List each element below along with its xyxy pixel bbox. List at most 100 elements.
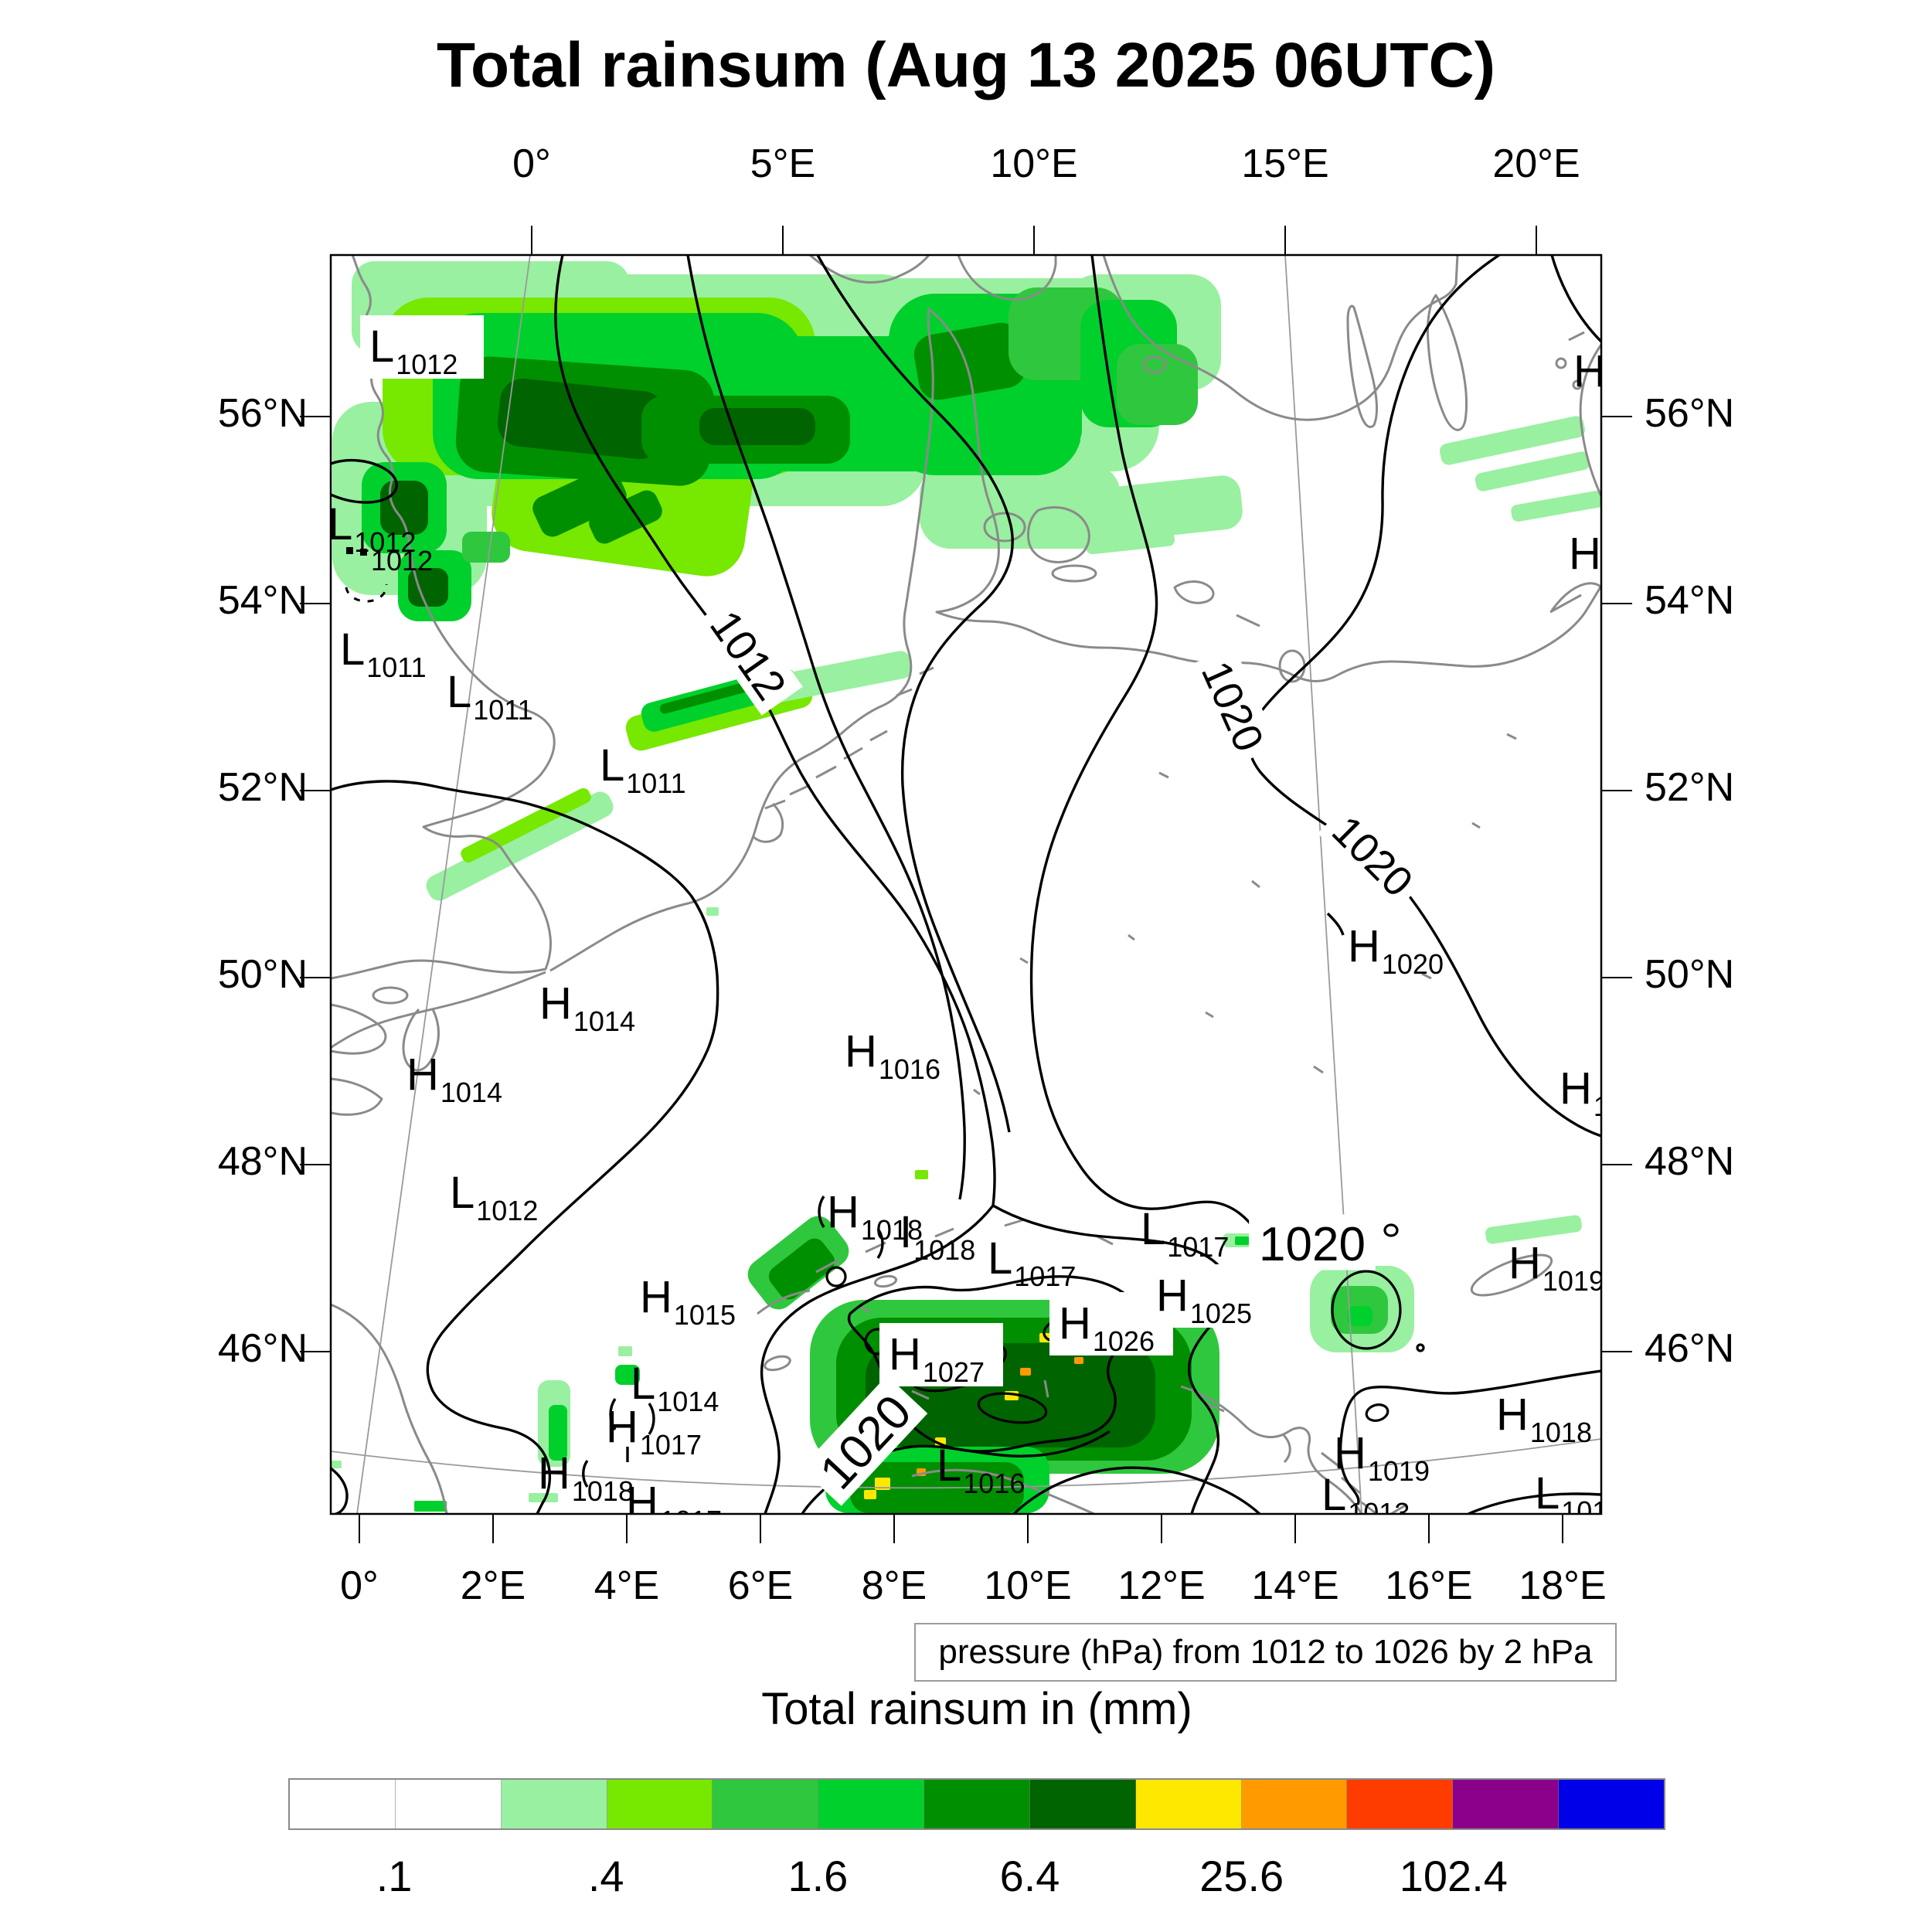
coastline (331, 1003, 387, 1055)
isobar-contour-loop (977, 1392, 1048, 1424)
rain-area (864, 1490, 876, 1499)
colorbar-cell (290, 1780, 396, 1828)
rain-area (497, 378, 666, 460)
pressure-marker-text: L1012 (328, 499, 416, 558)
colorbar-cell (713, 1780, 819, 1828)
rain-area (915, 1170, 928, 1179)
pressure-marker-L-1012: L1012 (450, 1168, 538, 1226)
pressure-marker-text: H1025 (1156, 1270, 1252, 1329)
rain-area (414, 1501, 447, 1512)
coastline (911, 1468, 1095, 1514)
rain-area (765, 651, 912, 703)
bottom-axis-label: 14°E (1251, 1563, 1339, 1608)
right-axis-label: 56°N (1645, 391, 1735, 436)
bottom-axis-label: 18°E (1519, 1563, 1607, 1608)
pressure-marker-I-1018: I1018 (900, 1207, 975, 1266)
pressure-marker-H-1017: H1017 (626, 1478, 722, 1536)
isobar-label-bg (801, 1375, 928, 1506)
rain-area (659, 681, 754, 714)
top-axis-label: 20°E (1492, 141, 1580, 186)
pressure-marker-text: H1016 (845, 1026, 940, 1085)
isobar-contour-loop (1416, 1343, 1425, 1352)
coastline (1142, 355, 1167, 374)
colorbar-cell (1029, 1780, 1136, 1828)
pressure-marker-bg (1147, 1264, 1270, 1328)
rain-area (1348, 1306, 1372, 1326)
pressure-marker-H-1014: H1014 (539, 978, 635, 1037)
pressure-marker-H-1027: H1027 (879, 1323, 1003, 1388)
pressure-marker-L-1011: L1011 (447, 667, 533, 726)
coastline (1102, 255, 1459, 421)
graticule-line (356, 255, 531, 1514)
rain-area (706, 907, 719, 916)
pressure-marker-text: H (1569, 529, 1601, 579)
pressure-marker-text: H1027 (889, 1329, 985, 1388)
coastline (372, 986, 409, 1005)
isobar-contour (1012, 1466, 1261, 1514)
isobar-contour (331, 1467, 349, 1514)
pressure-marker-bg (879, 1323, 1003, 1386)
rain-area (1106, 475, 1243, 540)
pressure-marker-text: L1012 (450, 1168, 538, 1226)
pressure-marker-text: H1018 (538, 1448, 634, 1507)
coastline (957, 255, 1057, 301)
rain-area (549, 1405, 567, 1461)
left-axis-label: 46°N (217, 1326, 308, 1371)
rain-area (699, 408, 815, 445)
pressure-marker-L-1012: L1012 (328, 499, 416, 558)
pressure-marker-L-1017: L1017 (988, 1233, 1076, 1292)
graticule-line (331, 1438, 1601, 1489)
pressure-marker-text: H1017 (626, 1478, 722, 1536)
rain-area (1080, 429, 1150, 460)
colorbar-cell (1347, 1780, 1454, 1828)
colorbar-cell (607, 1780, 713, 1828)
isobar-label: 1020 (1249, 1214, 1376, 1271)
coastline (1346, 304, 1379, 428)
pressure-marker-text: H1014 (539, 978, 635, 1037)
left-axis-label: 50°N (217, 952, 308, 997)
rain-area (532, 467, 627, 537)
top-axis-label: 5°E (750, 141, 816, 186)
isobar-contour (1029, 255, 1258, 1233)
coastline (549, 308, 1601, 972)
isobar-contour-loop (1383, 1223, 1399, 1237)
bottom-axis-label: 8°E (861, 1563, 927, 1608)
colorbar-cell (1453, 1780, 1560, 1828)
pressure-marker-txt-1012: 1012 (346, 545, 433, 577)
isobar-contour (582, 1398, 655, 1488)
pressure-marker-text: L1013 (1321, 1470, 1410, 1529)
rain-area (331, 1461, 342, 1468)
top-axis-label: 15°E (1241, 141, 1329, 186)
colorbar-cell (395, 1780, 502, 1828)
isobar-contour (554, 255, 996, 1206)
coastline (1579, 344, 1601, 497)
pressure-marker-text: H (1573, 346, 1606, 396)
bottom-axis-label: 4°E (594, 1563, 660, 1608)
pressure-marker-L-1011: L1011 (600, 740, 686, 799)
pressure-marker-text: L1011 (340, 624, 427, 683)
colorbar-cell (924, 1780, 1030, 1828)
colorbar (288, 1778, 1665, 1830)
rain-area (618, 1346, 632, 1356)
rain-area (1074, 1357, 1083, 1364)
map-frame (329, 253, 1603, 1515)
rain-area (875, 1478, 890, 1490)
pressure-marker-text: L1014 (631, 1359, 719, 1417)
left-axis-label: 52°N (217, 765, 308, 810)
isobar-contour (1326, 912, 1345, 936)
pressure-marker-text: 1012 (371, 545, 433, 577)
pressure-marker-text: L1017 (1535, 1468, 1623, 1527)
coastline (751, 802, 784, 843)
isobar-contour (1247, 255, 1601, 1138)
rain-area (1511, 491, 1601, 522)
isobar-contour (331, 780, 719, 1514)
rain-area (1440, 416, 1585, 465)
bottom-axis-label: 6°E (727, 1563, 794, 1608)
coastline (1051, 564, 1097, 583)
pressure-marker-text: L1017 (988, 1233, 1076, 1292)
colorbar-cell (1241, 1780, 1348, 1828)
pressure-marker-text: H1018 (1496, 1389, 1592, 1448)
rain-area (920, 464, 1121, 549)
